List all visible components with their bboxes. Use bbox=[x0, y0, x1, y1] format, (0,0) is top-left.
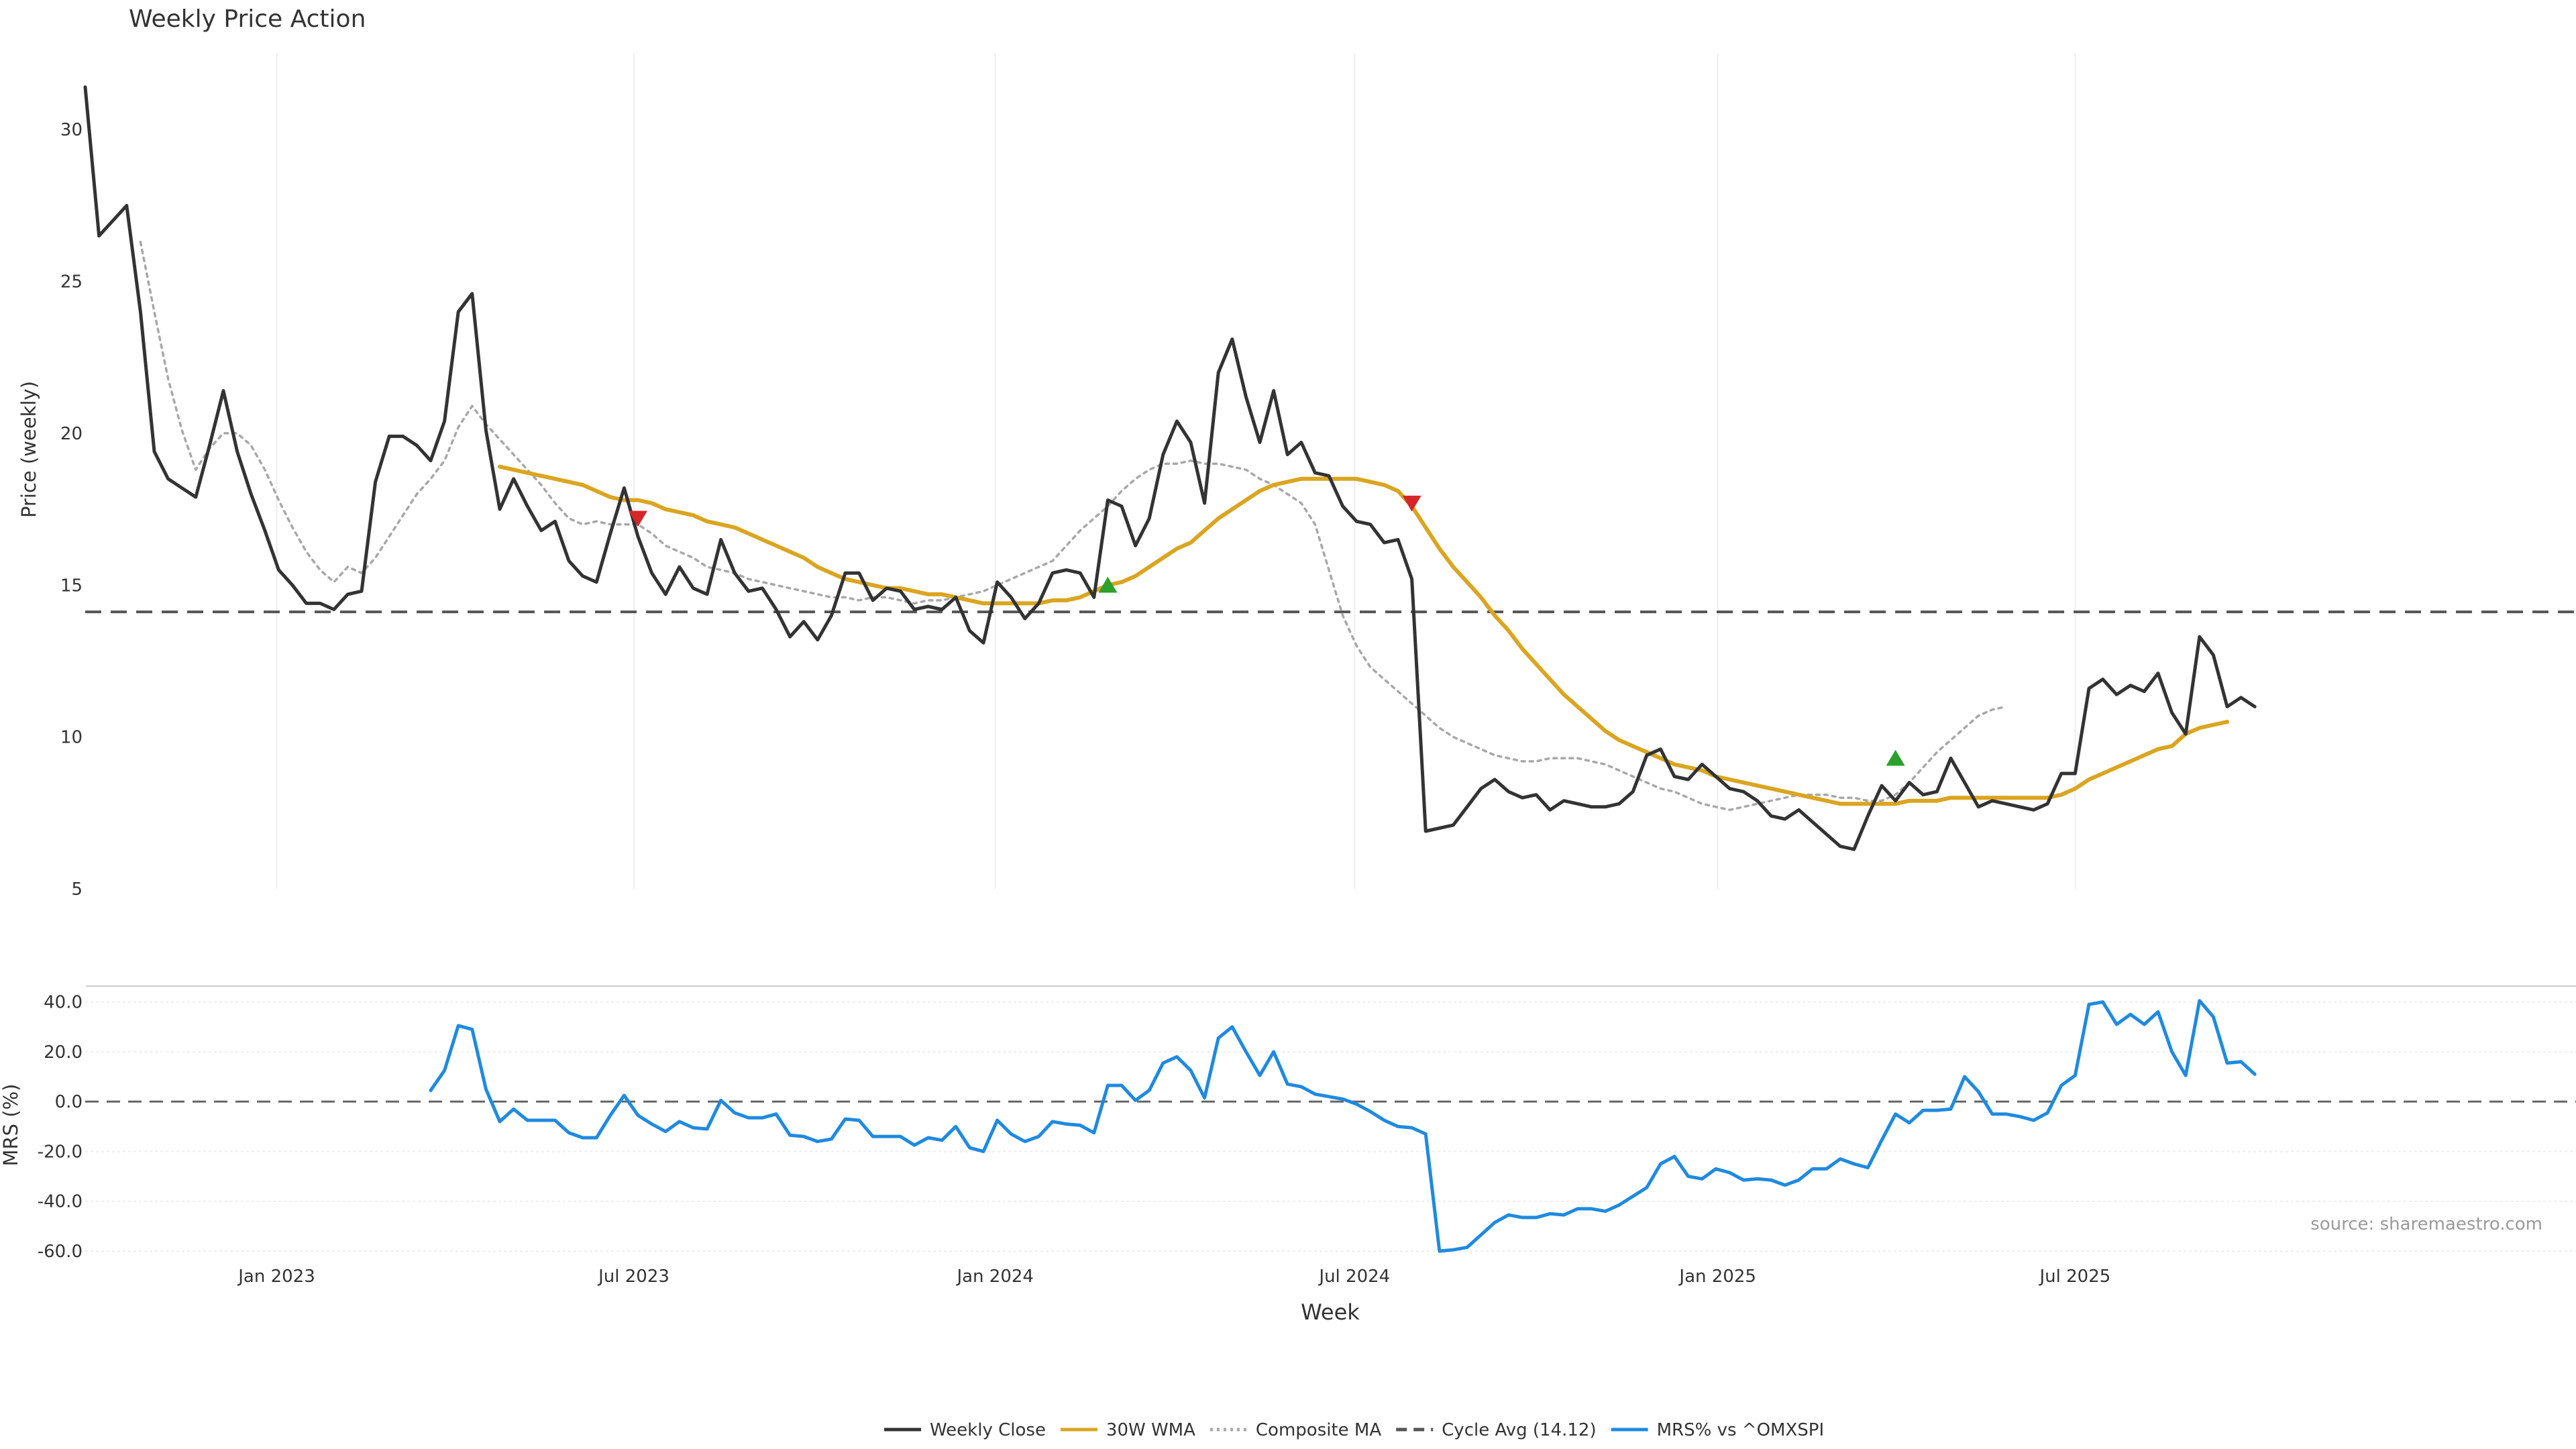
price-y-tick-label: 25 bbox=[60, 272, 83, 292]
x-axis-label: Week bbox=[1301, 1299, 1360, 1325]
buy-signal-marker bbox=[1886, 749, 1905, 766]
price-y-axis-ticks: 5 10 15 20 25 30 bbox=[60, 120, 83, 900]
mrs-y-tick-label: 0.0 bbox=[55, 1092, 83, 1112]
mrs-y-tick-label: 20.0 bbox=[44, 1042, 83, 1063]
price-y-tick-label: 20 bbox=[60, 424, 83, 444]
chart-title: Weekly Price Action bbox=[129, 5, 366, 33]
sell-signal-marker bbox=[1402, 495, 1421, 512]
x-tick-label: Jul 2024 bbox=[1318, 1267, 1390, 1287]
price-y-tick-label: 5 bbox=[71, 879, 83, 900]
mrs-series-lines bbox=[85, 999, 2576, 1253]
price-panel-gridlines bbox=[276, 54, 2076, 889]
wma-30w-line bbox=[498, 464, 2229, 806]
mrs-y-tick-label: -20.0 bbox=[38, 1142, 83, 1162]
x-tick-label: Jul 2025 bbox=[2038, 1267, 2110, 1287]
legend-entry-label: Composite MA bbox=[1256, 1420, 1381, 1440]
mrs-y-axis-ticks: -60.0 -40.0 -20.0 0.0 20.0 40.0 bbox=[38, 993, 83, 1262]
price-y-axis-label: Price (weekly) bbox=[17, 381, 40, 518]
legend-entry-label: Cycle Avg (14.12) bbox=[1442, 1420, 1596, 1440]
mrs-y-tick-label: -40.0 bbox=[38, 1192, 83, 1212]
weekly-close-line bbox=[83, 85, 2257, 851]
mrs-panel-gridlines bbox=[85, 1001, 2576, 1252]
x-tick-label: Jan 2023 bbox=[237, 1267, 315, 1287]
mrs-y-tick-label: 40.0 bbox=[44, 993, 83, 1013]
price-y-tick-label: 10 bbox=[60, 728, 83, 748]
legend-entry-label: MRS% vs ^OMXSPI bbox=[1657, 1420, 1825, 1440]
legend-entry-label: Weekly Close bbox=[930, 1420, 1046, 1440]
composite-ma-line bbox=[139, 240, 2008, 812]
buy-signal-marker bbox=[1098, 576, 1118, 593]
mrs-y-tick-label: -60.0 bbox=[38, 1242, 83, 1262]
chart-legend: Weekly Close 30W WMA Composite MA Cycle Avg… bbox=[884, 1420, 1824, 1440]
price-y-tick-label: 15 bbox=[60, 576, 83, 596]
price-y-tick-label: 30 bbox=[60, 120, 83, 140]
x-tick-label: Jan 2024 bbox=[955, 1267, 1034, 1287]
x-axis-ticks: Jan 2023 Jul 2023 Jan 2024 Jul 2024 Jan 2025… bbox=[237, 1267, 2110, 1287]
mrs-y-axis-label: MRS (%) bbox=[0, 1084, 22, 1167]
source-credit: source: sharemaestro.com bbox=[2310, 1214, 2542, 1234]
x-tick-label: Jan 2025 bbox=[1678, 1267, 1756, 1287]
x-tick-label: Jul 2023 bbox=[597, 1267, 669, 1287]
signal-markers bbox=[629, 495, 1905, 766]
legend-entry-label: 30W WMA bbox=[1106, 1420, 1195, 1440]
mrs-line bbox=[429, 999, 2257, 1253]
price-series-lines bbox=[83, 85, 2576, 851]
sell-signal-marker bbox=[629, 511, 647, 527]
